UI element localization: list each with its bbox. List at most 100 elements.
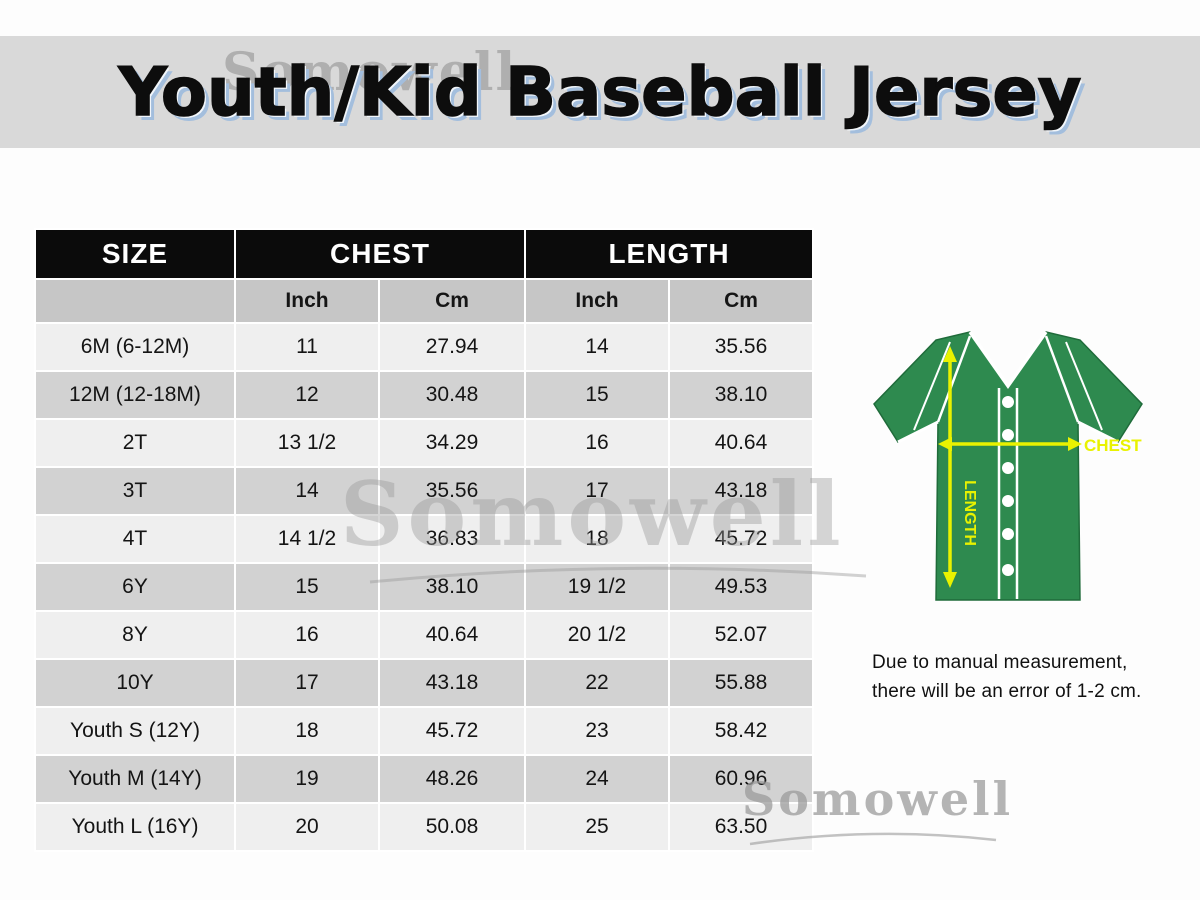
measurement-cell: 19 (234, 754, 380, 804)
table-row: Youth S (12Y) 18 45.72 23 58.42 (34, 706, 815, 756)
measurement-cell: 16 (234, 610, 380, 660)
measurement-cell: 60.96 (667, 754, 815, 804)
measurement-cell: 55.88 (667, 658, 815, 708)
table-row: 8Y 16 40.64 20 1/2 52.07 (34, 610, 815, 660)
measurement-cell: 45.72 (667, 514, 815, 564)
table-row: 3T 14 35.56 17 43.18 (34, 466, 815, 516)
table-row: 12M (12-18M) 12 30.48 15 38.10 (34, 370, 815, 420)
jersey-sleeve-stripe-left (913, 341, 951, 431)
measurement-cell: 43.18 (667, 466, 815, 516)
subheader-length-cm: Cm (667, 278, 815, 324)
size-label-cell: 12M (12-18M) (34, 370, 236, 420)
size-label-cell: Youth M (14Y) (34, 754, 236, 804)
measurement-cell: 12 (234, 370, 380, 420)
watermark-center-swoosh (369, 566, 867, 584)
table-row: 2T 13 1/2 34.29 16 40.64 (34, 418, 815, 468)
measurement-cell: 25 (524, 802, 670, 852)
measurement-cell: 18 (234, 706, 380, 756)
subheader-empty-cell (34, 278, 236, 324)
measurement-cell: 18 (524, 514, 670, 564)
jersey-seam-left (936, 335, 972, 423)
measurement-cell: 45.72 (378, 706, 526, 756)
measurement-cell: 27.94 (378, 322, 526, 372)
measurement-cell: 24 (524, 754, 670, 804)
table-row: 6M (6-12M) 11 27.94 14 35.56 (34, 322, 815, 372)
table-row: Youth M (14Y) 19 48.26 24 60.96 (34, 754, 815, 804)
size-label-cell: Youth L (16Y) (34, 802, 236, 852)
measurement-cell: 19 1/2 (524, 562, 670, 612)
measurement-cell: 43.18 (378, 658, 526, 708)
jersey-cuff-right (1077, 420, 1119, 444)
size-label-cell: 2T (34, 418, 236, 468)
length-arrow (943, 346, 957, 588)
measurement-cell: 14 (524, 322, 670, 372)
measurement-cell: 20 1/2 (524, 610, 670, 660)
size-label-cell: 6M (6-12M) (34, 322, 236, 372)
measurement-cell: 17 (524, 466, 670, 516)
measurement-cell: 14 (234, 466, 380, 516)
measurement-cell: 52.07 (667, 610, 815, 660)
subheader-chest-cm: Cm (378, 278, 526, 324)
jersey-cuff-left (897, 420, 939, 444)
watermark-bottom-swoosh (749, 832, 997, 846)
measurement-cell: 49.53 (667, 562, 815, 612)
measurement-cell: 36.83 (378, 514, 526, 564)
size-table-body: 6M (6-12M) 11 27.94 14 35.56 12M (12-18M) 12 30… (34, 322, 815, 852)
size-label-cell: 4T (34, 514, 236, 564)
measurement-cell: 40.64 (667, 418, 815, 468)
measurement-cell: 22 (524, 658, 670, 708)
measurement-cell: 23 (524, 706, 670, 756)
measurement-cell: 35.56 (378, 466, 526, 516)
measurement-cell: 50.08 (378, 802, 526, 852)
measurement-cell: 17 (234, 658, 380, 708)
measurement-cell: 63.50 (667, 802, 815, 852)
size-label-cell: Youth S (12Y) (34, 706, 236, 756)
page-title: Youth/Kid Baseball Jersey (118, 52, 1082, 132)
table-group-header-row: SIZE CHEST LENGTH (34, 228, 815, 280)
size-label-cell: 3T (34, 466, 236, 516)
measurement-cell: 34.29 (378, 418, 526, 468)
measurement-cell: 40.64 (378, 610, 526, 660)
chest-label: CHEST (1084, 436, 1142, 455)
measurement-cell: 16 (524, 418, 670, 468)
size-label-cell: 10Y (34, 658, 236, 708)
table-row: Youth L (16Y) 20 50.08 25 63.50 (34, 802, 815, 852)
column-header-size: SIZE (34, 228, 236, 280)
measurement-note-line2: there will be an error of 1-2 cm. (872, 681, 1142, 703)
column-header-chest: CHEST (234, 228, 526, 280)
table-subheader-row: Inch Cm Inch Cm (34, 278, 815, 324)
measurement-cell: 35.56 (667, 322, 815, 372)
measurement-cell: 38.10 (378, 562, 526, 612)
measurement-cell: 58.42 (667, 706, 815, 756)
table-row: 4T 14 1/2 36.83 18 45.72 (34, 514, 815, 564)
measurement-note-line1: Due to manual measurement, (872, 652, 1128, 673)
column-header-length: LENGTH (523, 228, 815, 280)
jersey-seam-right (1044, 335, 1080, 423)
measurement-cell: 20 (234, 802, 380, 852)
jersey-collar-trim (968, 330, 1048, 390)
measurement-note: Due to manual measurement, there will be… (872, 648, 1142, 707)
subheader-chest-inch: Inch (234, 278, 380, 324)
length-label: LENGTH (961, 480, 978, 546)
measurement-cell: 14 1/2 (234, 514, 380, 564)
measurement-cell: 30.48 (378, 370, 526, 420)
measurement-cell: 11 (234, 322, 380, 372)
size-table: SIZE CHEST LENGTH Inch Cm Inch Cm 6M (6-… (34, 228, 815, 852)
measurement-cell: 48.26 (378, 754, 526, 804)
jersey-diagram: CHEST LENGTH (873, 330, 1143, 601)
jersey-sleeve-stripe-right (1065, 341, 1103, 431)
chest-arrow (938, 437, 1082, 451)
table-row: 6Y 15 38.10 19 1/2 49.53 (34, 562, 815, 612)
measurement-cell: 38.10 (667, 370, 815, 420)
jersey-buttons (1002, 396, 1014, 576)
subheader-length-inch: Inch (524, 278, 670, 324)
measurement-cell: 15 (234, 562, 380, 612)
size-label-cell: 8Y (34, 610, 236, 660)
measurement-cell: 13 1/2 (234, 418, 380, 468)
measurement-cell: 15 (524, 370, 670, 420)
title-banner: Somowell Youth/Kid Baseball Jersey (0, 36, 1200, 148)
table-row: 10Y 17 43.18 22 55.88 (34, 658, 815, 708)
jersey-diagram-panel: CHEST LENGTH (858, 318, 1158, 618)
size-label-cell: 6Y (34, 562, 236, 612)
